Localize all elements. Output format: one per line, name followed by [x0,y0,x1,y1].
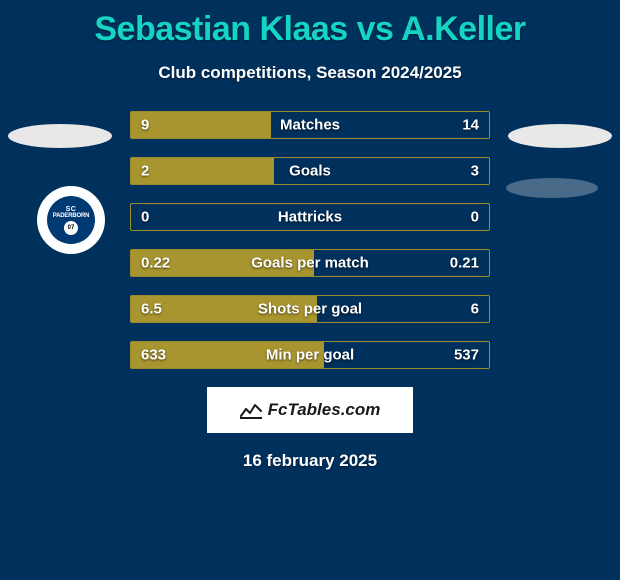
watermark: FcTables.com [207,387,413,433]
stat-value-left: 0.22 [141,255,170,272]
stat-row: 0.22 Goals per match 0.21 [130,249,490,277]
chart-icon [240,401,262,419]
stat-value-right: 3 [471,163,479,180]
stat-label: Goals [289,163,331,180]
stat-value-left: 2 [141,163,149,180]
stat-row: 633 Min per goal 537 [130,341,490,369]
stat-value-left: 633 [141,347,166,364]
stat-label: Shots per goal [258,301,362,318]
stat-value-left: 0 [141,209,149,226]
stat-value-left: 6.5 [141,301,162,318]
watermark-text: FcTables.com [268,400,381,420]
stat-label: Hattricks [278,209,342,226]
stat-row: 6.5 Shots per goal 6 [130,295,490,323]
stat-value-right: 14 [462,117,479,134]
page-subtitle: Club competitions, Season 2024/2025 [0,63,620,83]
stat-bar-fill [131,158,274,184]
stat-row: 2 Goals 3 [130,157,490,185]
date-line: 16 february 2025 [0,451,620,471]
stat-value-right: 6 [471,301,479,318]
stat-value-left: 9 [141,117,149,134]
stat-row: 9 Matches 14 [130,111,490,139]
stat-row: 0 Hattricks 0 [130,203,490,231]
stat-value-right: 537 [454,347,479,364]
stat-value-right: 0.21 [450,255,479,272]
stat-value-right: 0 [471,209,479,226]
stat-bar-fill [131,112,271,138]
stat-label: Goals per match [251,255,369,272]
stats-comparison: 9 Matches 14 2 Goals 3 0 Hattricks 0 0.22 Goals pe… [0,111,620,369]
page-title: Sebastian Klaas vs A.Keller [0,0,620,49]
stat-label: Matches [280,117,340,134]
stat-label: Min per goal [266,347,354,364]
